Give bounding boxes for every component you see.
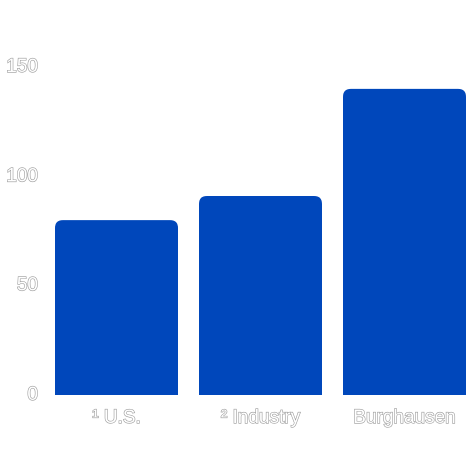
y-tick-label: 100	[6, 165, 38, 186]
x-tick-label: ¹ U.S.	[92, 407, 141, 428]
y-tick-label: 50	[17, 275, 38, 296]
bar	[199, 196, 322, 395]
x-tick-label: ² Industry	[221, 407, 301, 428]
bar	[55, 220, 178, 395]
x-tick-label: Burghausen	[353, 407, 455, 428]
y-tick-label: 150	[6, 56, 38, 77]
y-tick-label: 0	[27, 384, 38, 405]
bar	[343, 88, 466, 395]
